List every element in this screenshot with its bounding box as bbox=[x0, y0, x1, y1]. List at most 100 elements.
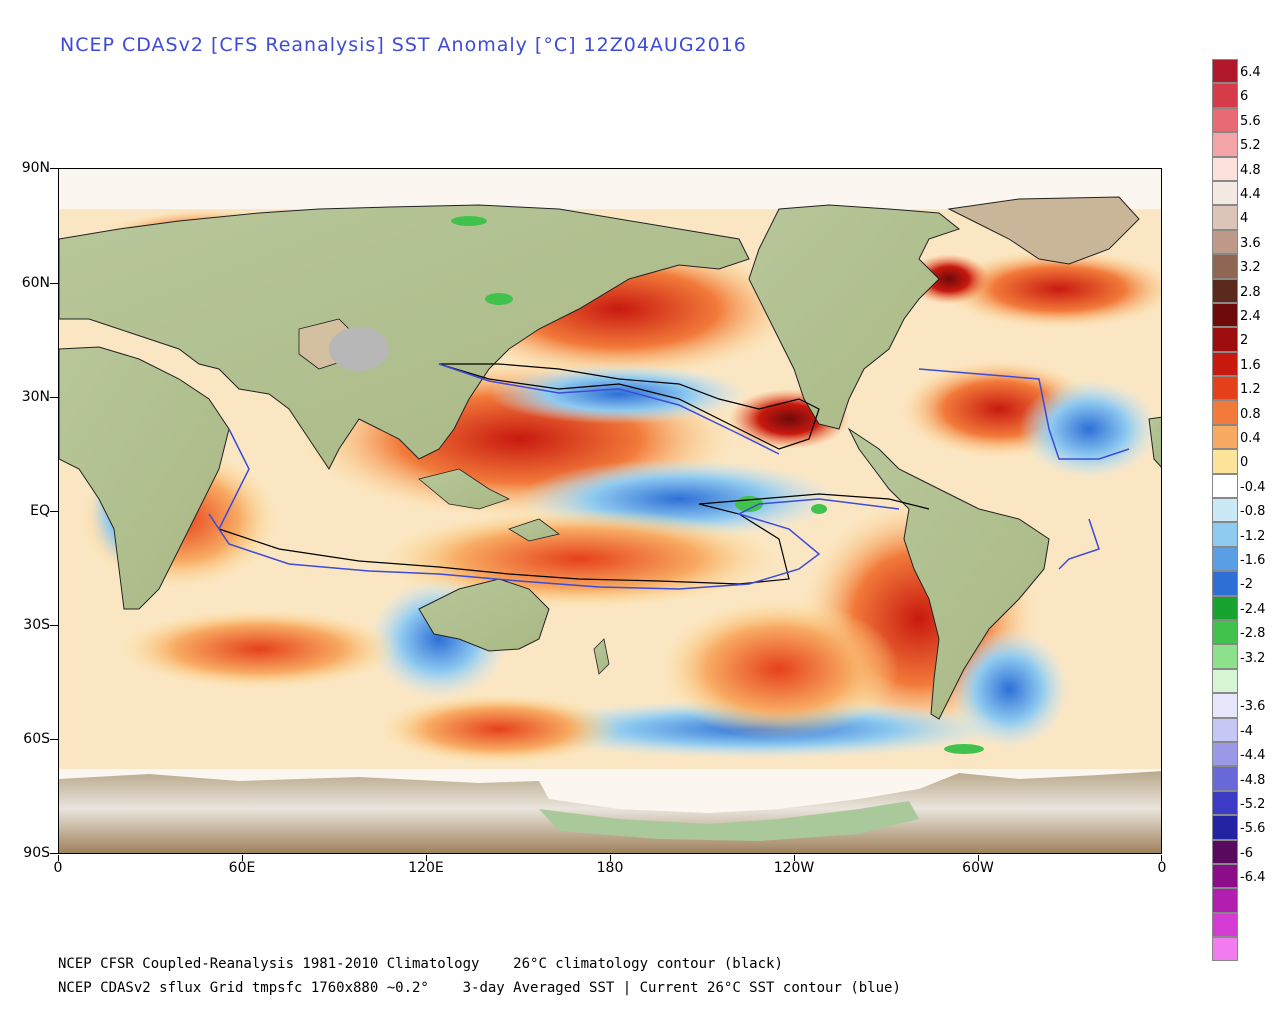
lat-label-90s: 90S bbox=[23, 845, 50, 861]
colorbar-label: 2.8 bbox=[1240, 284, 1261, 300]
colorbar-swatch bbox=[1212, 912, 1238, 938]
colorbar-swatch bbox=[1212, 498, 1238, 523]
map-canvas bbox=[59, 196, 1161, 853]
lat-label-30n: 30N bbox=[21, 389, 50, 405]
lon-tick bbox=[1161, 855, 1162, 861]
colorbar-label: -3.6 bbox=[1240, 699, 1266, 715]
lon-label-0-east: 0 bbox=[1157, 860, 1167, 876]
colorbar-swatch bbox=[1212, 766, 1238, 791]
lon-tick bbox=[978, 855, 979, 861]
colorbar-label: 1.6 bbox=[1240, 357, 1261, 373]
colorbar-swatch bbox=[1212, 937, 1238, 962]
colorbar-swatch bbox=[1212, 888, 1238, 913]
colorbar-label: -5.2 bbox=[1240, 797, 1266, 812]
colorbar-swatch bbox=[1212, 156, 1238, 181]
colorbar-label: 5.6 bbox=[1240, 113, 1261, 129]
footer-line-1: NCEP CFSR Coupled-Reanalysis 1981-2010 C… bbox=[58, 956, 783, 972]
colorbar-label: -0.4 bbox=[1240, 479, 1266, 495]
colorbar-label: 0.4 bbox=[1240, 431, 1261, 446]
lat-label-90n: 90N bbox=[21, 160, 50, 176]
colorbar-swatch bbox=[1212, 302, 1238, 328]
lon-tick bbox=[426, 855, 427, 861]
colorbar-label: -6.4 bbox=[1240, 870, 1266, 886]
colorbar-swatch bbox=[1212, 376, 1238, 401]
colorbar-label: -1.6 bbox=[1240, 553, 1266, 568]
colorbar-label: 3.6 bbox=[1240, 235, 1261, 251]
lon-label-0: 0 bbox=[53, 860, 63, 876]
colorbar bbox=[1212, 59, 1238, 962]
colorbar-label: -5.6 bbox=[1240, 821, 1266, 837]
colorbar-swatch bbox=[1212, 400, 1238, 425]
colorbar-label: -2 bbox=[1240, 577, 1253, 593]
colorbar-label: 2.4 bbox=[1240, 309, 1261, 324]
colorbar-swatch bbox=[1212, 717, 1238, 742]
colorbar-swatch bbox=[1212, 790, 1238, 816]
colorbar-label: 4.4 bbox=[1240, 187, 1261, 202]
lat-tick bbox=[50, 625, 58, 626]
lon-tick bbox=[58, 855, 59, 861]
colorbar-swatch bbox=[1212, 522, 1238, 547]
colorbar-swatch bbox=[1212, 546, 1238, 572]
sst-anomaly-map bbox=[58, 168, 1162, 854]
colorbar-swatch bbox=[1212, 351, 1238, 377]
colorbar-swatch bbox=[1212, 180, 1238, 206]
lat-tick bbox=[50, 853, 58, 854]
lat-label-60s: 60S bbox=[23, 731, 50, 747]
colorbar-swatch bbox=[1212, 327, 1238, 352]
footer-line-2: NCEP CDASv2 sflux Grid tmpsfc 1760x880 ~… bbox=[58, 980, 901, 996]
colorbar-label: 6.4 bbox=[1240, 65, 1261, 80]
colorbar-label: 5.2 bbox=[1240, 138, 1261, 154]
lon-label-120e: 120E bbox=[408, 860, 444, 876]
colorbar-swatch bbox=[1212, 668, 1238, 694]
lon-label-60e: 60E bbox=[228, 860, 256, 876]
colorbar-swatch bbox=[1212, 595, 1238, 620]
colorbar-label: -0.8 bbox=[1240, 504, 1266, 520]
lon-tick bbox=[794, 855, 795, 861]
colorbar-swatch bbox=[1212, 59, 1238, 84]
colorbar-swatch bbox=[1212, 473, 1238, 499]
colorbar-label: 0.8 bbox=[1240, 406, 1261, 422]
colorbar-label: -1.2 bbox=[1240, 528, 1266, 544]
lat-tick bbox=[50, 739, 58, 740]
colorbar-label: 4.8 bbox=[1240, 162, 1261, 178]
colorbar-swatch bbox=[1212, 229, 1238, 255]
colorbar-label: 2 bbox=[1240, 333, 1249, 349]
colorbar-swatch bbox=[1212, 741, 1238, 767]
lat-tick bbox=[50, 168, 58, 169]
colorbar-swatch bbox=[1212, 619, 1238, 645]
footer-black-contour: 26°C climatology contour (black) bbox=[513, 956, 783, 972]
colorbar-label: -4 bbox=[1240, 723, 1253, 739]
colorbar-swatch bbox=[1212, 863, 1238, 889]
colorbar-swatch bbox=[1212, 205, 1238, 230]
colorbar-label: -4.4 bbox=[1240, 748, 1266, 764]
colorbar-swatch bbox=[1212, 839, 1238, 864]
footer-climatology: NCEP CFSR Coupled-Reanalysis 1981-2010 C… bbox=[58, 956, 480, 972]
colorbar-label: -2.4 bbox=[1240, 601, 1266, 617]
lon-label-120w: 120W bbox=[773, 860, 815, 876]
colorbar-label: -3.2 bbox=[1240, 650, 1266, 666]
colorbar-swatch bbox=[1212, 83, 1238, 108]
colorbar-swatch bbox=[1212, 254, 1238, 279]
colorbar-swatch bbox=[1212, 278, 1238, 303]
colorbar-label: -4.8 bbox=[1240, 772, 1266, 788]
colorbar-swatch bbox=[1212, 424, 1238, 450]
footer-blue-contour: 3-day Averaged SST | Current 26°C SST co… bbox=[462, 980, 901, 996]
colorbar-label: 1.2 bbox=[1240, 382, 1261, 398]
lon-tick bbox=[242, 855, 243, 861]
colorbar-swatch bbox=[1212, 571, 1238, 596]
colorbar-swatch bbox=[1212, 449, 1238, 474]
lat-tick bbox=[50, 397, 58, 398]
colorbar-label: -6 bbox=[1240, 845, 1253, 861]
lat-tick bbox=[50, 511, 58, 512]
map-title: NCEP CDASv2 [CFS Reanalysis] SST Anomaly… bbox=[60, 34, 747, 56]
colorbar-label: 3.2 bbox=[1240, 260, 1261, 276]
colorbar-swatch bbox=[1212, 644, 1238, 669]
lon-tick bbox=[610, 855, 611, 861]
colorbar-label: 4 bbox=[1240, 211, 1249, 227]
colorbar-label: 6 bbox=[1240, 89, 1249, 105]
colorbar-swatch bbox=[1212, 693, 1238, 718]
colorbar-label: -2.8 bbox=[1240, 626, 1266, 642]
lat-tick bbox=[50, 283, 58, 284]
colorbar-label: 0 bbox=[1240, 455, 1249, 471]
colorbar-swatch bbox=[1212, 107, 1238, 133]
